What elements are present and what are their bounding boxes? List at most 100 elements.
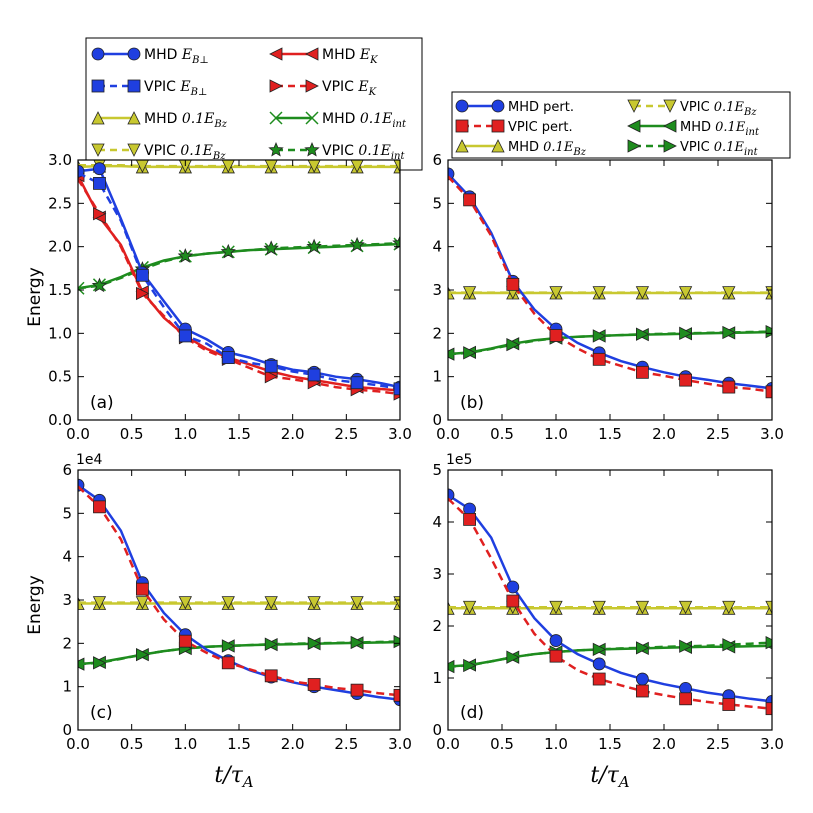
data-point: [678, 286, 693, 300]
data-point: [549, 329, 563, 342]
data-point: [221, 639, 236, 653]
data-point: [307, 368, 321, 382]
data-point: [722, 380, 736, 394]
data-point: [349, 236, 365, 252]
legend-marker: [455, 139, 469, 153]
y-tick-label: 0.0: [48, 411, 72, 429]
x-tick-label: 0.5: [120, 425, 144, 443]
series-line: [78, 640, 400, 666]
plot-area: [78, 160, 400, 420]
panel-label: (c): [90, 703, 113, 723]
data-point: [463, 658, 477, 673]
legend-marker: [304, 141, 320, 157]
data-point: [679, 639, 693, 653]
legend-label: MHD EB⊥: [144, 47, 209, 66]
legend-label: MHD 0.1EBz: [144, 111, 228, 130]
panel-label: (a): [90, 393, 114, 413]
legend-item: MHD EK: [269, 47, 378, 66]
data-point: [221, 656, 235, 670]
legend-label: MHD 0.1Eint: [680, 120, 760, 138]
ylabel-bottom: Energy: [25, 575, 45, 635]
data-point: [592, 657, 606, 671]
data-point: [463, 346, 477, 360]
data-point: [549, 286, 563, 300]
plot-series: [78, 160, 400, 401]
x-tick-label: 3.0: [760, 425, 784, 443]
x-tick-label: 0.5: [490, 425, 514, 443]
legend-marker: [663, 99, 677, 113]
data-point: [549, 649, 563, 663]
data-point: [679, 373, 692, 387]
plot-area: [448, 470, 772, 730]
legend-label: VPIC pert.: [508, 120, 573, 135]
y-tick-label: 2: [62, 634, 72, 652]
series-line: [448, 493, 772, 703]
data-point: [177, 248, 194, 263]
legend-label: MHD 0.1Eint: [322, 111, 407, 130]
data-point: [592, 600, 606, 615]
series-line: [448, 641, 772, 668]
series-line: [78, 241, 400, 290]
data-point: [549, 600, 563, 615]
data-point: [679, 326, 693, 340]
legend-marker: [91, 143, 105, 157]
legend-label: VPIC 0.1EBz: [144, 143, 226, 162]
legend-left-frame: [85, 37, 423, 171]
data-point: [722, 325, 736, 340]
x-tick-label: 0.0: [66, 425, 90, 443]
panel-label: (d): [460, 703, 484, 723]
data-point: [93, 176, 106, 190]
svg-text:t/τA: t/τA: [590, 763, 629, 791]
y-tick-label: 2.0: [48, 238, 72, 256]
legend-label: VPIC 0.1Eint: [680, 140, 759, 158]
data-point: [307, 596, 321, 610]
data-point: [264, 370, 279, 384]
data-point: [635, 600, 650, 615]
legend-left: MHD EB⊥ MHD EK VPIC EB⊥ VPIC EK MHD 0.1EBz MH…: [85, 37, 423, 171]
xlabel-right: t/τA: [590, 763, 629, 791]
x-tick-label: 0.0: [436, 425, 460, 443]
legend-marker: [305, 79, 319, 93]
legend-label: VPIC EB⊥: [144, 79, 207, 98]
data-point: [592, 672, 606, 686]
data-point: [462, 286, 477, 300]
x-tick-label: 0.0: [66, 735, 90, 753]
data-point: [393, 688, 400, 702]
legend-marker: [127, 143, 141, 157]
data-point: [78, 281, 85, 295]
data-point: [592, 286, 606, 300]
x-tick-label: 1.5: [598, 735, 622, 753]
legend-right: MHD pert. VPIC 0.1EBz VPIC pert. MHD 0.1Ein…: [451, 91, 791, 159]
data-point: [264, 596, 278, 610]
data-point: [765, 702, 772, 716]
legend-marker: [491, 119, 505, 133]
data-point: [135, 582, 149, 596]
series-vpic-0-1e-int: [78, 634, 400, 670]
series-line: [448, 497, 772, 710]
y-tick-label: 4: [432, 238, 442, 256]
legend-marker: [127, 79, 141, 93]
x-tick-label: 2.0: [652, 735, 676, 753]
x-tick-label: 0.0: [436, 735, 460, 753]
legend-item: VPIC pert.: [455, 119, 573, 135]
data-point: [264, 669, 278, 683]
legend-item: MHD 0.1EBz: [455, 139, 587, 158]
legend-item: MHD 0.1Eint: [269, 111, 407, 130]
y-tick-label: 3: [432, 281, 442, 299]
legend-item: VPIC 0.1Eint: [627, 139, 759, 158]
legend-marker: [91, 47, 105, 61]
x-tick-label: 2.5: [706, 735, 730, 753]
data-point: [220, 243, 236, 259]
series-line: [448, 330, 772, 356]
series-line: [78, 485, 400, 697]
y-tick-label: 5: [432, 461, 442, 479]
series-vpic-e-b-: [78, 171, 400, 396]
data-point: [135, 286, 150, 301]
data-point: [636, 684, 649, 698]
legend-item: MHD pert.: [455, 99, 574, 115]
x-tick-label: 2.5: [706, 425, 730, 443]
y-tick-label: 3: [432, 565, 442, 583]
legend-marker: [127, 47, 141, 61]
x-tick-label: 2.0: [281, 425, 305, 443]
data-point: [307, 678, 321, 691]
